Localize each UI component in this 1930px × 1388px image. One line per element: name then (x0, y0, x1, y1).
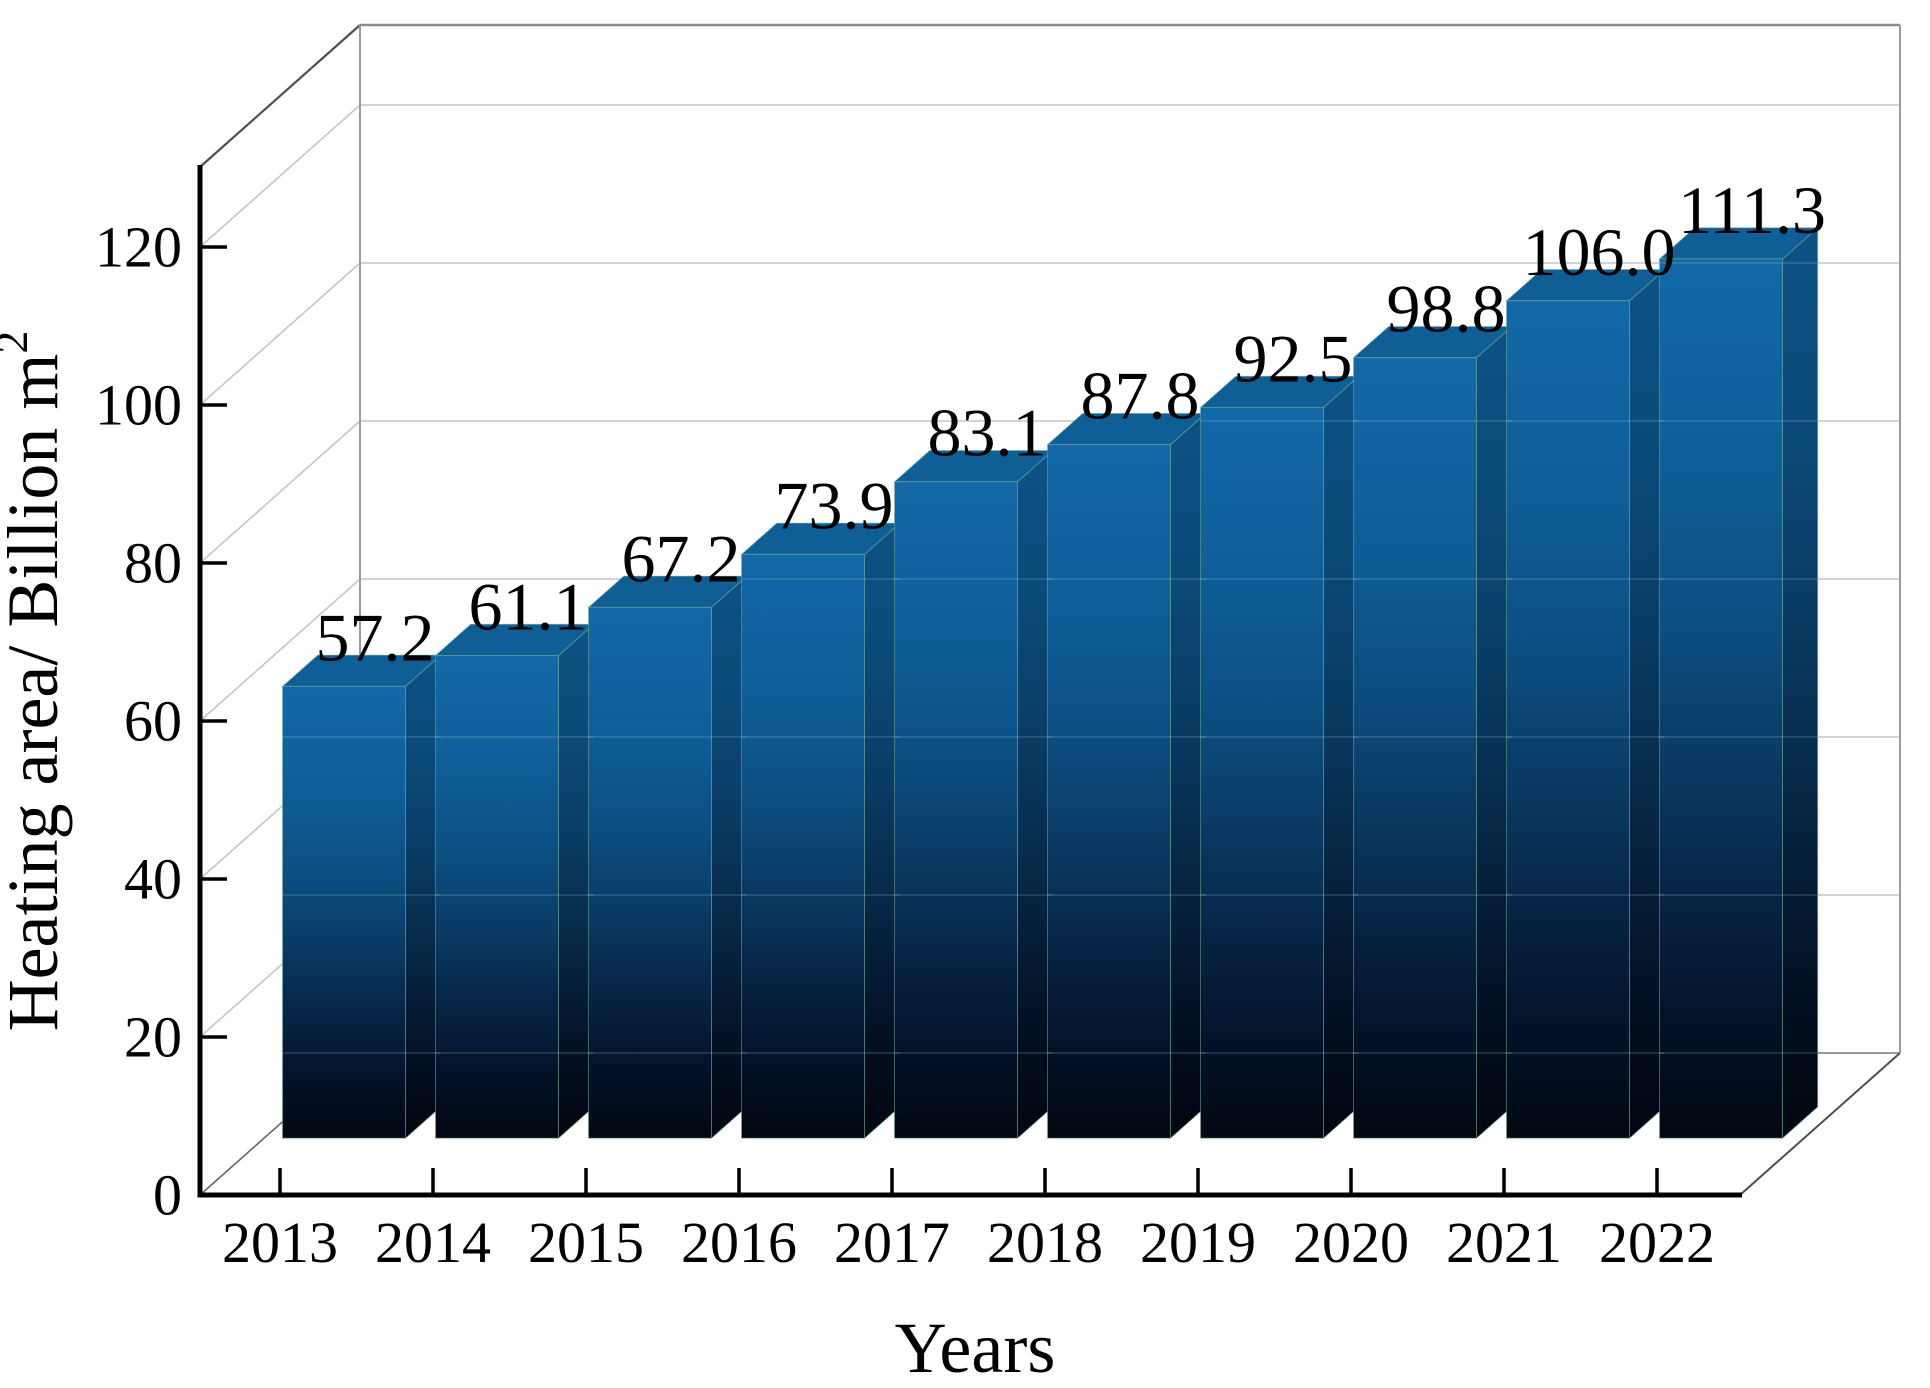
x-tick-label: 2021 (1446, 1210, 1562, 1275)
y-tick-label: 80 (124, 531, 182, 596)
bar-2013 (281, 653, 443, 1140)
left-wall-gridline (199, 420, 361, 564)
y-axis-title: Heating area/ Billion m2 (0, 331, 73, 1032)
x-tick-label: 2014 (375, 1210, 491, 1275)
bar-value-label: 98.8 (1387, 271, 1506, 347)
y-tick-label: 60 (124, 689, 182, 754)
bar-value-label: 83.1 (928, 395, 1047, 471)
bar-value-label: 61.1 (469, 569, 588, 645)
y-tick-label: 100 (95, 373, 182, 438)
through-gridlines (282, 262, 1818, 1054)
x-tick-label: 2018 (987, 1210, 1103, 1275)
bar-front-face (1506, 300, 1630, 1139)
labels-group: 0 20 40 60 80 100 120 2013 2014 2015 2016 2017 2018 2… (0, 172, 1826, 1388)
bar-2019 (1199, 375, 1361, 1140)
bar-front-face (1353, 357, 1477, 1139)
bar-2020 (1352, 325, 1514, 1140)
bar-value-label: 111.3 (1678, 172, 1826, 248)
bar-front-face (1659, 258, 1783, 1139)
left-wall-gridline (199, 578, 361, 722)
bar-front-face (741, 553, 865, 1139)
y-axis-title-text: Heating area/ Billion m (0, 354, 73, 1032)
bar-2014 (434, 623, 596, 1140)
x-tick-label: 2022 (1599, 1210, 1715, 1275)
bar-front-face (1200, 406, 1324, 1139)
bar-side-face (1782, 226, 1819, 1140)
x-tick-label: 2016 (681, 1210, 797, 1275)
y-tick-label: 0 (153, 1163, 182, 1228)
x-tick-label: 2017 (834, 1210, 950, 1275)
bar-front-face (894, 481, 1018, 1139)
x-axis-title: Years (895, 1308, 1056, 1388)
x-tick-label: 2015 (528, 1210, 644, 1275)
bar-value-label: 87.8 (1081, 358, 1200, 434)
bar-value-label: 67.2 (622, 520, 741, 596)
bar-value-label: 57.2 (316, 599, 435, 675)
left-wall-gridline (199, 262, 361, 406)
bar-2021 (1505, 268, 1667, 1140)
y-tick-label: 120 (95, 215, 182, 280)
y-tick-label: 20 (124, 1005, 182, 1070)
left-wall-gridline (199, 104, 361, 248)
bar-2018 (1046, 412, 1208, 1140)
left-wall-top-edge (199, 24, 361, 168)
x-tick-label: 2020 (1293, 1210, 1409, 1275)
bar-value-label: 92.5 (1234, 320, 1353, 396)
bar-value-label: 73.9 (775, 467, 894, 543)
bar-2015 (587, 574, 749, 1140)
bar-value-label: 106.0 (1523, 214, 1676, 290)
x-tick-label: 2019 (1140, 1210, 1256, 1275)
y-axis-title-superscript: 2 (0, 331, 37, 354)
bar-front-face (1047, 444, 1171, 1139)
bars-group (281, 226, 1820, 1140)
bar-front-face (588, 606, 712, 1139)
bar-2022 (1658, 226, 1820, 1140)
bar-2016 (740, 522, 902, 1140)
y-tick-label: 40 (124, 847, 182, 912)
bar-2017 (893, 449, 1055, 1140)
x-tick-label: 2013 (222, 1210, 338, 1275)
axes-group (197, 165, 1901, 1198)
floor-right-edge (1739, 1052, 1901, 1196)
bar-front-face (435, 655, 559, 1139)
bar-front-face (282, 685, 406, 1139)
